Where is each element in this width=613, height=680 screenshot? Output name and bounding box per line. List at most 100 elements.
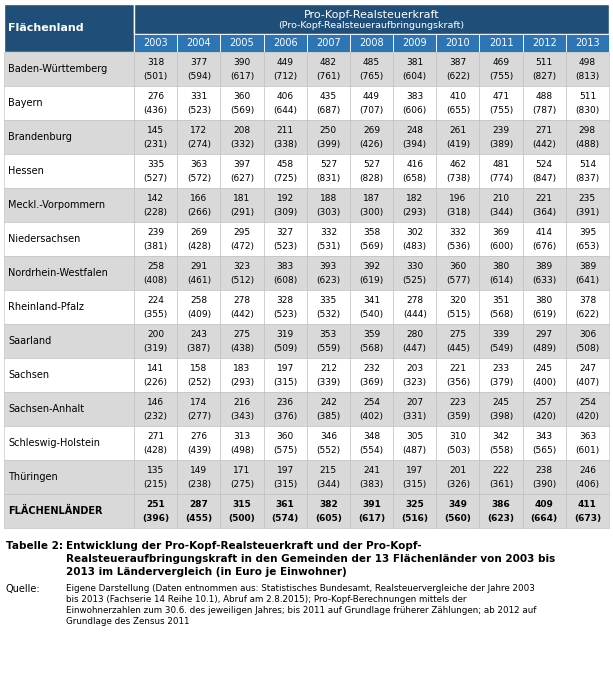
Bar — [350, 222, 393, 256]
Bar — [393, 188, 436, 222]
Text: (559): (559) — [316, 344, 340, 353]
Bar — [177, 120, 221, 154]
Bar — [479, 494, 523, 528]
Text: (619): (619) — [359, 276, 384, 285]
Text: 302: 302 — [406, 228, 423, 237]
Text: 254: 254 — [363, 398, 380, 407]
Bar — [177, 34, 221, 52]
Bar — [177, 324, 221, 358]
Text: (455): (455) — [185, 514, 212, 523]
Text: (420): (420) — [532, 412, 556, 421]
Bar — [134, 120, 177, 154]
Text: 258: 258 — [190, 296, 207, 305]
Bar — [523, 324, 566, 358]
Bar — [479, 290, 523, 324]
Text: 449: 449 — [276, 58, 294, 67]
Text: (390): (390) — [532, 480, 557, 489]
Bar — [4, 290, 134, 324]
Bar — [566, 358, 609, 392]
Text: (560): (560) — [444, 514, 471, 523]
Text: 393: 393 — [320, 262, 337, 271]
Bar — [306, 154, 350, 188]
Bar — [350, 324, 393, 358]
Bar — [306, 290, 350, 324]
Text: (426): (426) — [360, 140, 384, 149]
Bar — [436, 188, 479, 222]
Bar — [221, 426, 264, 460]
Text: (725): (725) — [273, 174, 297, 183]
Text: Niedersachsen: Niedersachsen — [8, 234, 80, 244]
Text: (238): (238) — [187, 480, 211, 489]
Text: (319): (319) — [143, 344, 168, 353]
Bar — [566, 426, 609, 460]
Text: 377: 377 — [190, 58, 207, 67]
Bar — [264, 52, 306, 86]
Text: (483): (483) — [403, 242, 427, 251]
Bar — [177, 188, 221, 222]
Text: (633): (633) — [532, 276, 557, 285]
Text: (266): (266) — [187, 208, 211, 217]
Text: 323: 323 — [234, 262, 251, 271]
Bar — [134, 222, 177, 256]
Bar — [393, 120, 436, 154]
Text: 360: 360 — [276, 432, 294, 441]
Text: Pro-Kopf-Realsteuerkraft: Pro-Kopf-Realsteuerkraft — [303, 10, 440, 20]
Text: Brandenburg: Brandenburg — [8, 132, 72, 142]
Text: 245: 245 — [536, 364, 553, 373]
Bar — [177, 426, 221, 460]
Bar — [134, 494, 177, 528]
Text: (604): (604) — [403, 72, 427, 81]
Text: 280: 280 — [406, 330, 423, 339]
Text: 2010: 2010 — [446, 38, 470, 48]
Text: (364): (364) — [532, 208, 557, 217]
Bar — [436, 494, 479, 528]
Text: (664): (664) — [531, 514, 558, 523]
Text: (594): (594) — [187, 72, 211, 81]
Text: 369: 369 — [492, 228, 509, 237]
Bar — [306, 460, 350, 494]
Text: Flächenland: Flächenland — [8, 23, 83, 33]
Bar — [4, 52, 134, 86]
Text: 236: 236 — [276, 398, 294, 407]
Bar — [306, 52, 350, 86]
Bar — [436, 256, 479, 290]
Text: (617): (617) — [230, 72, 254, 81]
Text: (402): (402) — [360, 412, 384, 421]
Text: (577): (577) — [446, 276, 470, 285]
Text: 485: 485 — [363, 58, 380, 67]
Text: 182: 182 — [406, 194, 423, 203]
Text: Hessen: Hessen — [8, 166, 44, 176]
Text: (619): (619) — [532, 310, 557, 319]
Bar — [264, 34, 306, 52]
Text: (608): (608) — [273, 276, 297, 285]
Bar — [393, 358, 436, 392]
Bar — [177, 52, 221, 86]
Text: (498): (498) — [230, 446, 254, 455]
Bar — [436, 154, 479, 188]
Text: 481: 481 — [492, 160, 509, 169]
Text: 239: 239 — [147, 228, 164, 237]
Bar — [221, 188, 264, 222]
Bar — [306, 494, 350, 528]
Text: (428): (428) — [187, 242, 211, 251]
Text: 349: 349 — [448, 500, 467, 509]
Text: (400): (400) — [532, 378, 557, 387]
Bar — [134, 358, 177, 392]
Bar — [177, 358, 221, 392]
Text: 381: 381 — [406, 58, 424, 67]
Bar — [134, 290, 177, 324]
Bar — [221, 494, 264, 528]
Bar — [479, 256, 523, 290]
Text: 142: 142 — [147, 194, 164, 203]
Bar — [264, 460, 306, 494]
Text: 201: 201 — [449, 466, 466, 475]
Text: (787): (787) — [532, 106, 557, 115]
Text: 276: 276 — [190, 432, 207, 441]
Text: 488: 488 — [536, 92, 553, 101]
Bar — [4, 120, 134, 154]
Bar — [350, 120, 393, 154]
Text: (658): (658) — [403, 174, 427, 183]
Text: 149: 149 — [190, 466, 207, 475]
Text: (338): (338) — [273, 140, 297, 149]
Text: 305: 305 — [406, 432, 424, 441]
